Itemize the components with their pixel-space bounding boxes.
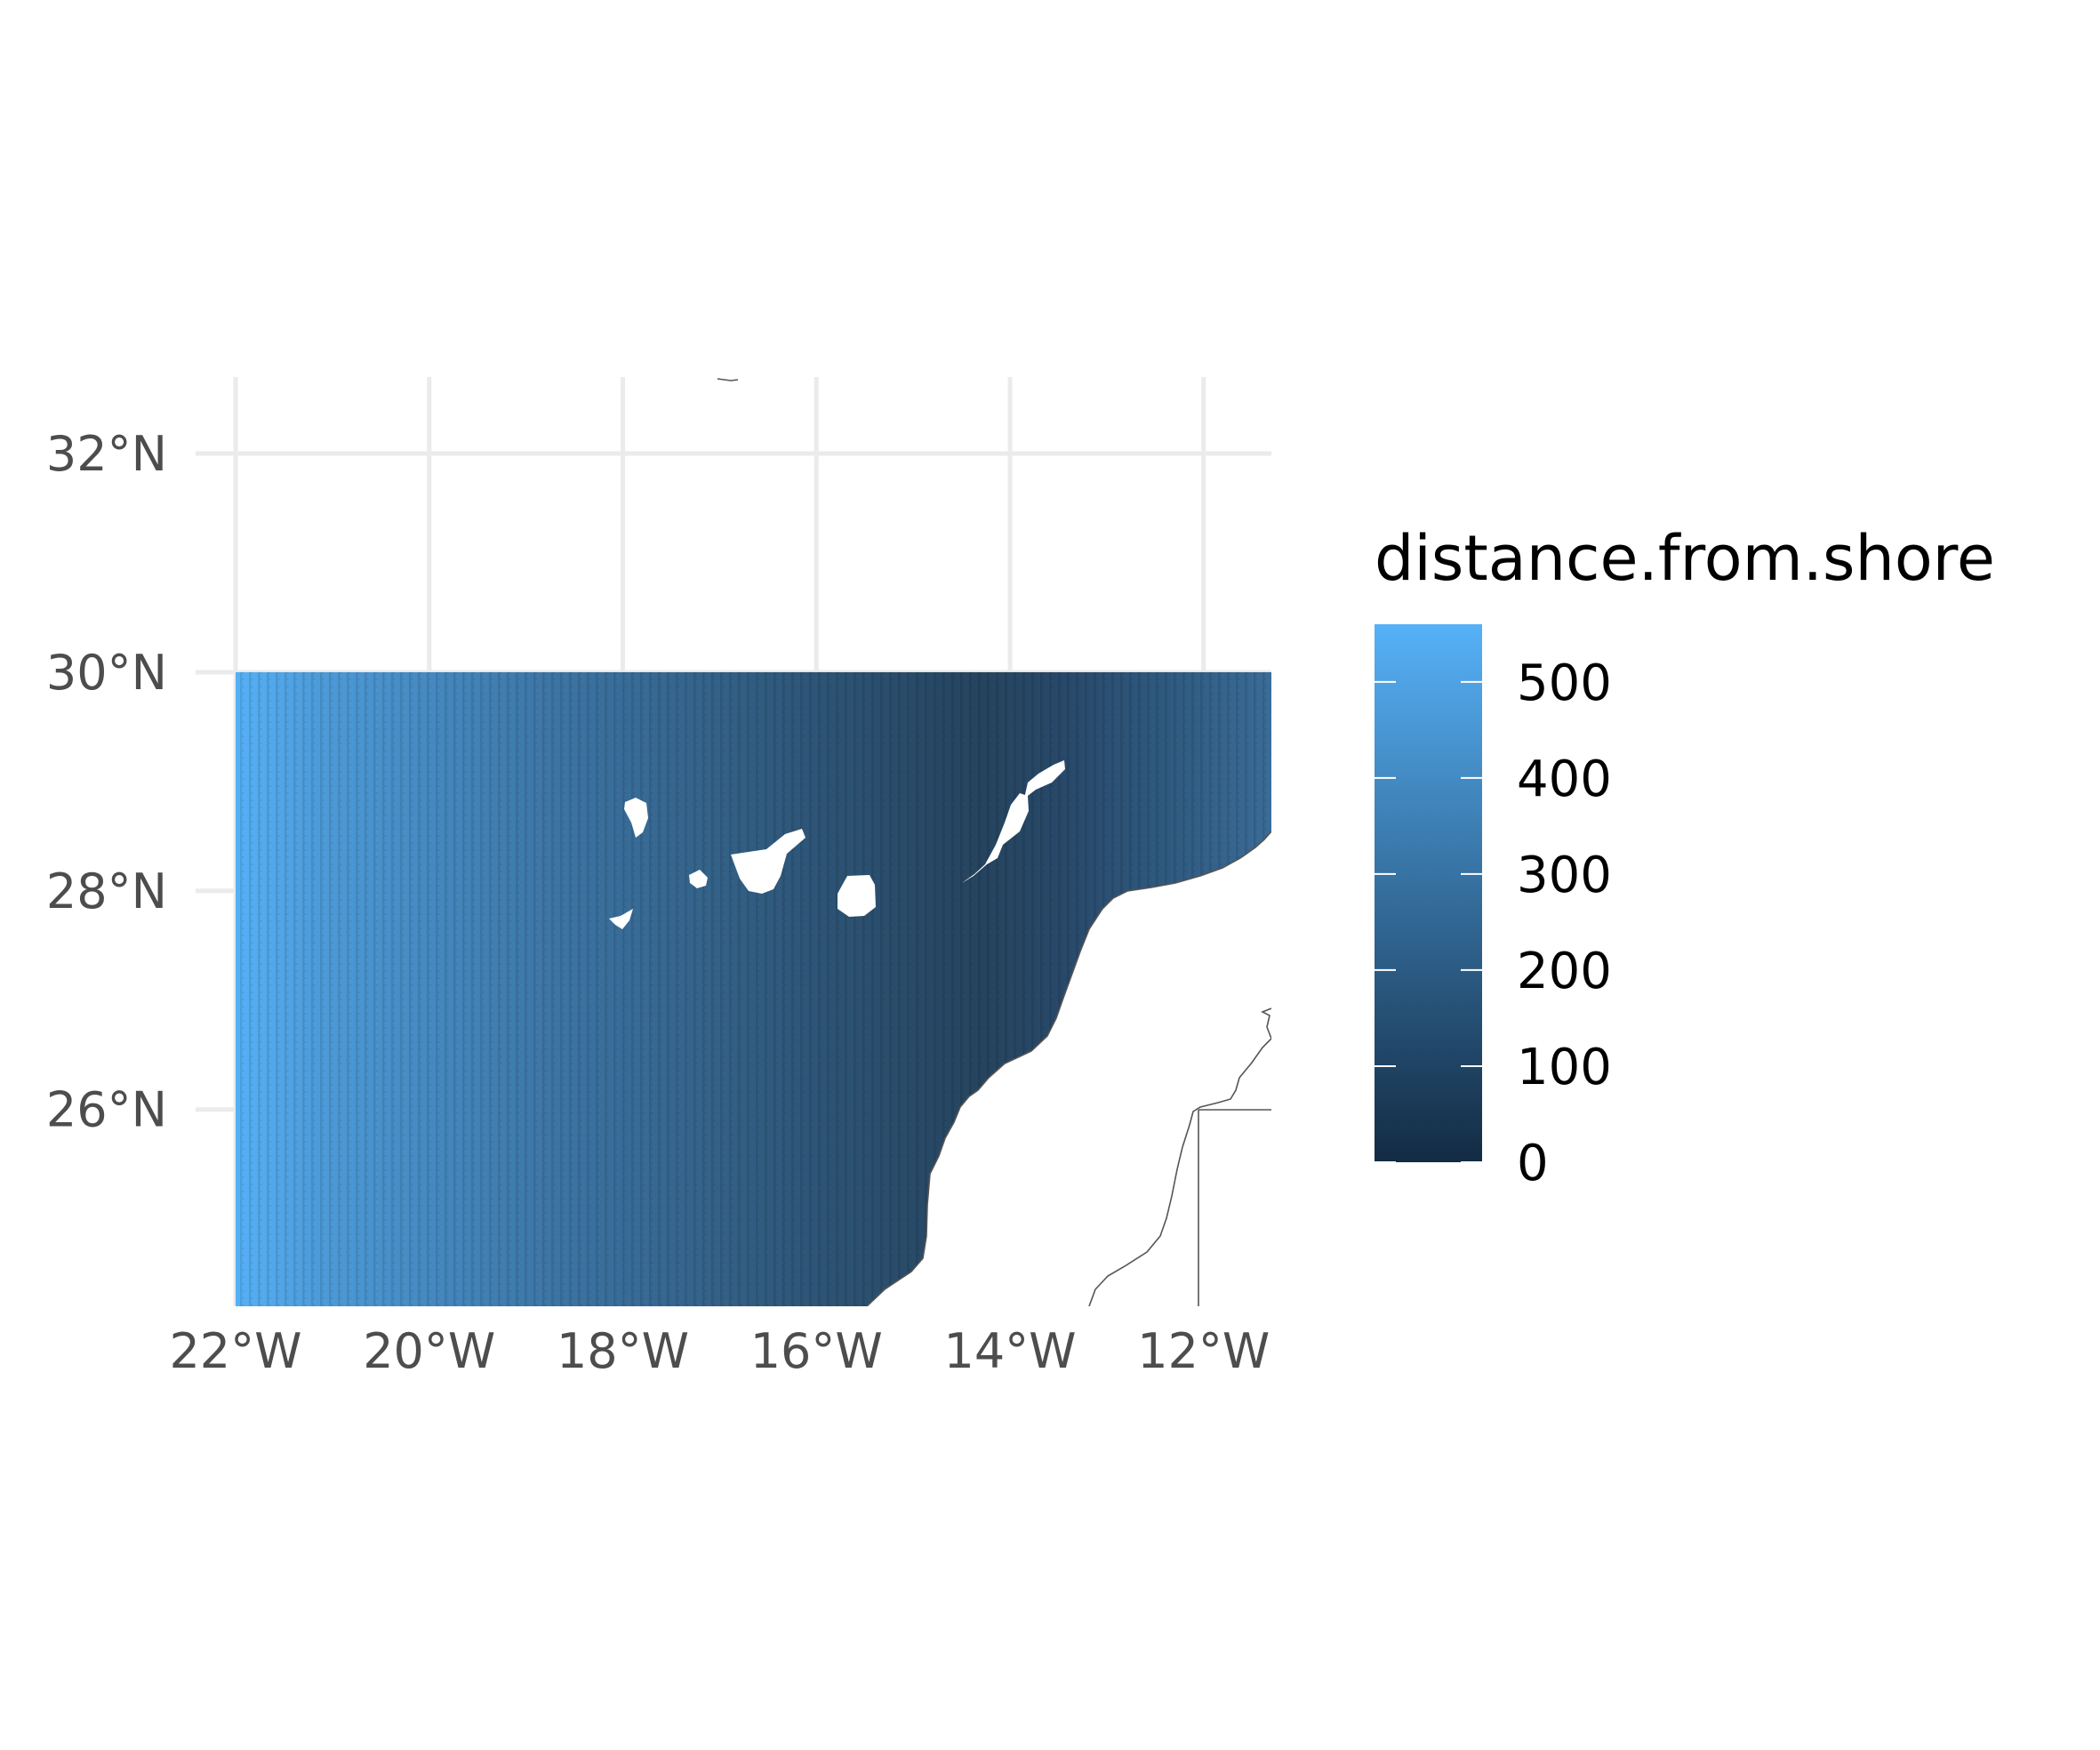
legend-break-label: 200 xyxy=(1517,943,1612,1000)
lon-tick-label: 16°W xyxy=(750,1323,883,1379)
country-border xyxy=(1088,1038,1271,1306)
lon-tick-label: 14°W xyxy=(943,1323,1076,1379)
island-la-gomera xyxy=(689,870,708,888)
legend-break-label: 400 xyxy=(1517,751,1612,808)
island-la-palma xyxy=(624,798,648,838)
lon-tick-label: 22°W xyxy=(169,1323,301,1379)
lat-tick-label: 32°N xyxy=(46,426,167,482)
mainland-coastline xyxy=(866,831,1271,1306)
lon-tick-label: 18°W xyxy=(557,1323,689,1379)
country-border xyxy=(1261,1007,1271,1040)
african-mainland xyxy=(867,831,1271,1306)
legend-break-label: 100 xyxy=(1517,1039,1612,1096)
latitude-axis-labels: 32°N 30°N 28°N 26°N xyxy=(46,426,167,1138)
legend-ticks: 500 400 300 200 100 0 xyxy=(1375,654,1612,1192)
island-tenerife xyxy=(731,829,806,894)
island-fuerteventura xyxy=(962,793,1029,883)
island-gran-canaria xyxy=(838,875,876,917)
lat-tick-label: 26°N xyxy=(46,1082,167,1138)
legend-break-label: 0 xyxy=(1517,1135,1549,1192)
legend-title: distance.from.shore xyxy=(1375,522,1995,595)
lat-tick-label: 28°N xyxy=(46,863,167,919)
lon-tick-label: 12°W xyxy=(1137,1323,1270,1379)
lat-tick-label: 30°N xyxy=(46,645,167,701)
legend-break-label: 300 xyxy=(1517,847,1612,904)
legend-colorbar xyxy=(1375,624,1482,1162)
longitude-axis-labels: 22°W 20°W 18°W 16°W 14°W 12°W xyxy=(169,1323,1270,1379)
madeira-coastline xyxy=(717,378,739,381)
legend-break-label: 500 xyxy=(1517,654,1612,712)
island-lanzarote xyxy=(1024,760,1065,799)
lon-tick-label: 20°W xyxy=(363,1323,495,1379)
island-el-hierro xyxy=(609,909,633,929)
legend: distance.from.shore 500 400 300 200 100 0 xyxy=(1375,522,1995,1192)
